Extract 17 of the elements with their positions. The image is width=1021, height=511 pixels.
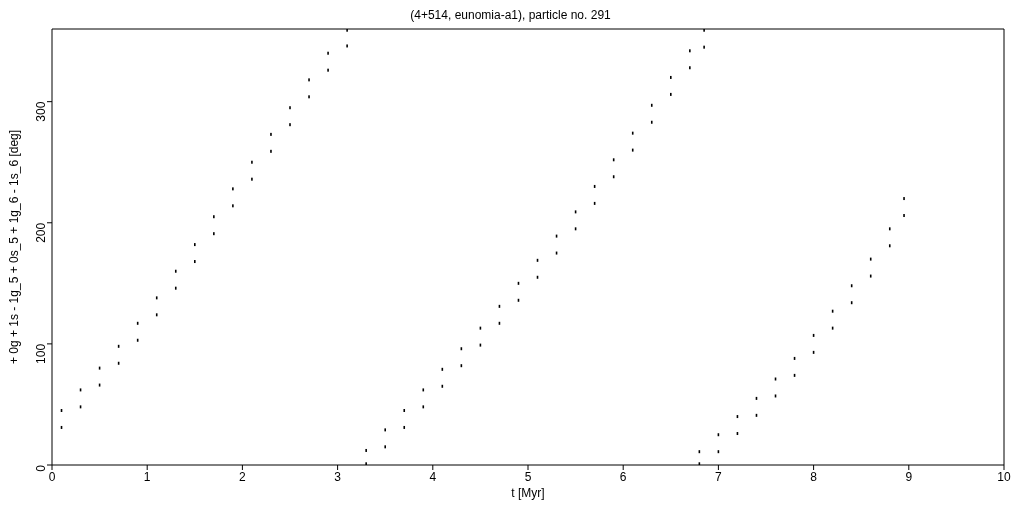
x-tick-label: 8 (810, 469, 818, 484)
y-tick-label: 0 (34, 464, 49, 472)
y-tick-label: 200 (34, 222, 49, 243)
y-tick-label: 300 (34, 101, 49, 122)
x-tick-label: 2 (239, 469, 247, 484)
x-tick-label: 1 (143, 469, 151, 484)
chart-title: (4+514, eunomia-a1), particle no. 291 (409, 8, 612, 22)
x-tick-label: 3 (334, 469, 342, 484)
x-tick-label: 7 (715, 469, 723, 484)
x-tick-label: 9 (905, 469, 913, 484)
x-tick-label: 5 (524, 469, 532, 484)
y-tick-label: 100 (34, 343, 49, 364)
y-axis-title: + 0g + 1s - 1g_5 + 0s_5 + 1g_6 - 1s_6 [deg] (7, 129, 22, 365)
x-tick-label: 4 (429, 469, 437, 484)
x-tick-label: 10 (997, 469, 1011, 484)
x-axis-title: t [Myr] (511, 486, 545, 500)
x-tick-label: 6 (619, 469, 627, 484)
